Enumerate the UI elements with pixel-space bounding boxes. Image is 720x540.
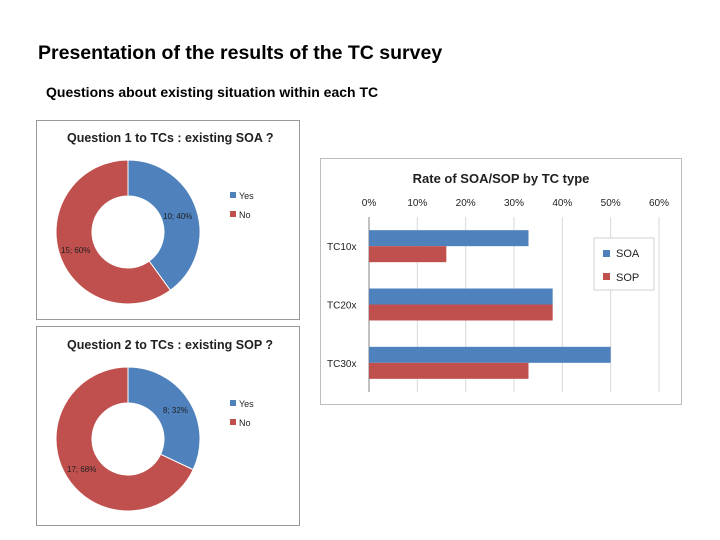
category-label: TC30x (327, 359, 356, 370)
bar-chart: Rate of SOA/SOP by TC type 0% 10% 20% 30% 40… (327, 171, 669, 392)
legend-label-soa: SOA (616, 248, 640, 260)
x-tick-label: 60% (649, 198, 669, 209)
donut-chart-soa-panel: Question 1 to TCs : existing SOA ? 10; 4… (36, 120, 300, 320)
legend-label-yes: Yes (239, 399, 254, 409)
donut-slice-yes (127, 159, 201, 291)
legend-swatch-sop (603, 273, 610, 280)
bar-soa-tc30x (369, 346, 611, 363)
bar-sop-tc20x (369, 304, 553, 321)
data-label-no: 15; 60% (61, 246, 90, 255)
bar-chart-panel: Rate of SOA/SOP by TC type 0% 10% 20% 30% 40… (320, 158, 682, 405)
bar-sop-tc10x (369, 246, 447, 263)
bar-soa-tc20x (369, 288, 553, 305)
donut-slice-no (55, 159, 172, 305)
donut-slice-yes (127, 366, 201, 471)
x-tick-label: 20% (456, 198, 476, 209)
legend-swatch-yes (230, 400, 236, 406)
slices (55, 159, 201, 305)
data-label-yes: 10; 40% (163, 212, 192, 221)
data-label-no: 17; 68% (67, 465, 96, 474)
legend-swatch-yes (230, 192, 236, 198)
chart-title: Question 2 to TCs : existing SOP ? (67, 338, 273, 352)
x-tick-label: 40% (552, 198, 572, 209)
chart-title: Rate of SOA/SOP by TC type (413, 171, 590, 186)
category-labels: TC10x TC20x TC30x (327, 242, 356, 370)
x-tick-label: 30% (504, 198, 524, 209)
donut-slice-no (55, 366, 194, 512)
legend-box (593, 237, 655, 291)
bars (369, 230, 611, 379)
legend-swatch-no (230, 419, 236, 425)
category-label: TC20x (327, 301, 356, 312)
bar-soa-tc10x (369, 230, 529, 247)
legend-swatch-soa (603, 250, 610, 257)
legend-label-sop: SOP (616, 272, 639, 284)
donut-chart-soa: Question 1 to TCs : existing SOA ? 10; 4… (55, 131, 274, 305)
legend-label-yes: Yes (239, 191, 254, 201)
legend-label-no: No (239, 210, 251, 220)
slide-subtitle: Questions about existing situation withi… (46, 84, 379, 100)
donut-chart-sop: Question 2 to TCs : existing SOP ? 8; 32… (55, 338, 273, 512)
legend-swatch-no (230, 211, 236, 217)
category-label: TC10x (327, 242, 356, 253)
x-tick-label: 0% (362, 198, 377, 209)
chart-title: Question 1 to TCs : existing SOA ? (67, 131, 274, 145)
data-label-yes: 8; 32% (163, 406, 188, 415)
slide-title: Presentation of the results of the TC su… (38, 42, 443, 64)
slices (55, 366, 201, 512)
x-tick-label: 10% (407, 198, 427, 209)
bar-sop-tc30x (369, 362, 529, 379)
legend-label-no: No (239, 418, 251, 428)
legend: SOA SOP (593, 237, 655, 291)
donut-chart-sop-panel: Question 2 to TCs : existing SOP ? 8; 32… (36, 326, 300, 526)
x-tick-label: 50% (601, 198, 621, 209)
x-axis-ticks: 0% 10% 20% 30% 40% 50% 60% (362, 198, 669, 209)
